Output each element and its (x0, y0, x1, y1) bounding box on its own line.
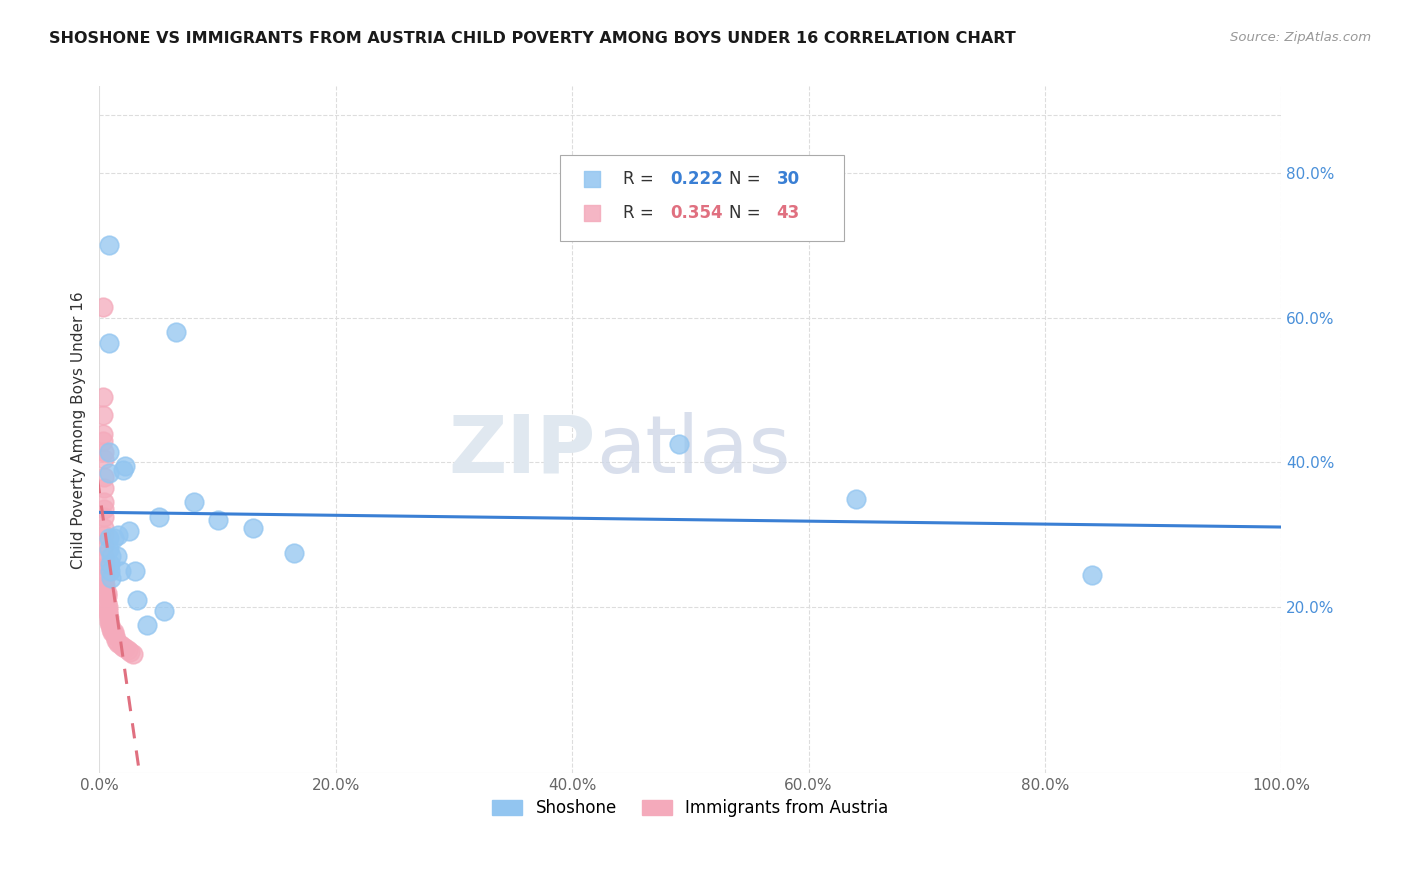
Point (93, 495, 115, 509)
Point (100, 622, 122, 636)
Point (845, 491, 868, 506)
Text: atlas: atlas (596, 411, 790, 490)
Point (100, 571, 122, 585)
Point (104, 629, 127, 643)
Text: N =: N = (730, 204, 766, 222)
Point (98, 564, 121, 578)
Text: 43: 43 (776, 204, 800, 222)
Point (97, 467, 120, 481)
Point (117, 643, 139, 657)
Point (107, 528, 129, 542)
Point (668, 437, 690, 451)
Point (93, 528, 115, 542)
Point (93, 520, 115, 534)
Point (91, 434, 114, 448)
Point (110, 638, 132, 652)
Point (135, 618, 157, 632)
Point (93, 509, 115, 524)
Point (104, 632, 127, 647)
Point (98, 557, 121, 571)
Point (103, 625, 125, 640)
Point (97, 607, 120, 622)
Point (1081, 567, 1104, 582)
Point (118, 524, 141, 538)
Point (127, 592, 149, 607)
Point (283, 546, 305, 560)
Point (91, 390, 114, 404)
Point (94, 553, 117, 567)
Point (93, 539, 115, 553)
Point (98, 618, 121, 632)
Text: N =: N = (730, 170, 766, 188)
Point (103, 532, 125, 546)
Text: 30: 30 (776, 170, 800, 188)
Point (97, 600, 120, 615)
Point (101, 625, 124, 640)
Point (242, 520, 264, 534)
Point (124, 564, 146, 578)
Point (93, 502, 115, 516)
Text: R =: R = (623, 204, 659, 222)
Point (96, 589, 118, 603)
Point (93, 470, 115, 484)
Point (97, 238, 120, 252)
Point (91, 300, 114, 314)
Point (153, 604, 176, 618)
Point (97, 542, 120, 557)
Point (100, 549, 122, 564)
Text: 0.354: 0.354 (671, 204, 723, 222)
Point (94, 560, 117, 574)
Point (112, 640, 135, 654)
Point (93, 481, 115, 495)
Text: SHOSHONE VS IMMIGRANTS FROM AUSTRIA CHILD POVERTY AMONG BOYS UNDER 16 CORRELATIO: SHOSHONE VS IMMIGRANTS FROM AUSTRIA CHIL… (49, 31, 1017, 46)
Point (581, 119, 603, 133)
Point (97, 532, 120, 546)
Point (93, 549, 115, 564)
Point (97, 615, 120, 629)
Point (121, 647, 143, 661)
Point (112, 463, 135, 477)
Point (581, 155, 603, 169)
Point (93, 451, 115, 466)
Point (114, 641, 136, 656)
Point (97, 611, 120, 625)
Point (207, 513, 229, 527)
Y-axis label: Child Poverty Among Boys Under 16: Child Poverty Among Boys Under 16 (72, 291, 86, 569)
Text: R =: R = (623, 170, 659, 188)
Point (97, 604, 120, 618)
Point (91, 426, 114, 441)
Text: 0.222: 0.222 (671, 170, 723, 188)
Point (94, 582, 117, 596)
Point (97, 336, 120, 351)
Point (94, 578, 117, 592)
Point (165, 325, 187, 339)
Text: Source: ZipAtlas.com: Source: ZipAtlas.com (1230, 31, 1371, 45)
Text: ZIP: ZIP (449, 411, 596, 490)
Point (96, 597, 118, 611)
Point (183, 495, 205, 509)
Point (94, 567, 117, 582)
Point (110, 564, 132, 578)
Point (114, 458, 136, 473)
Point (94, 571, 117, 585)
FancyBboxPatch shape (561, 155, 844, 241)
Point (91, 409, 114, 423)
Legend: Shoshone, Immigrants from Austria: Shoshone, Immigrants from Austria (485, 792, 896, 823)
Point (105, 549, 128, 564)
Point (148, 509, 170, 524)
Point (120, 645, 142, 659)
Point (93, 444, 115, 458)
Point (97, 444, 120, 458)
Point (96, 585, 118, 599)
Point (107, 636, 129, 650)
